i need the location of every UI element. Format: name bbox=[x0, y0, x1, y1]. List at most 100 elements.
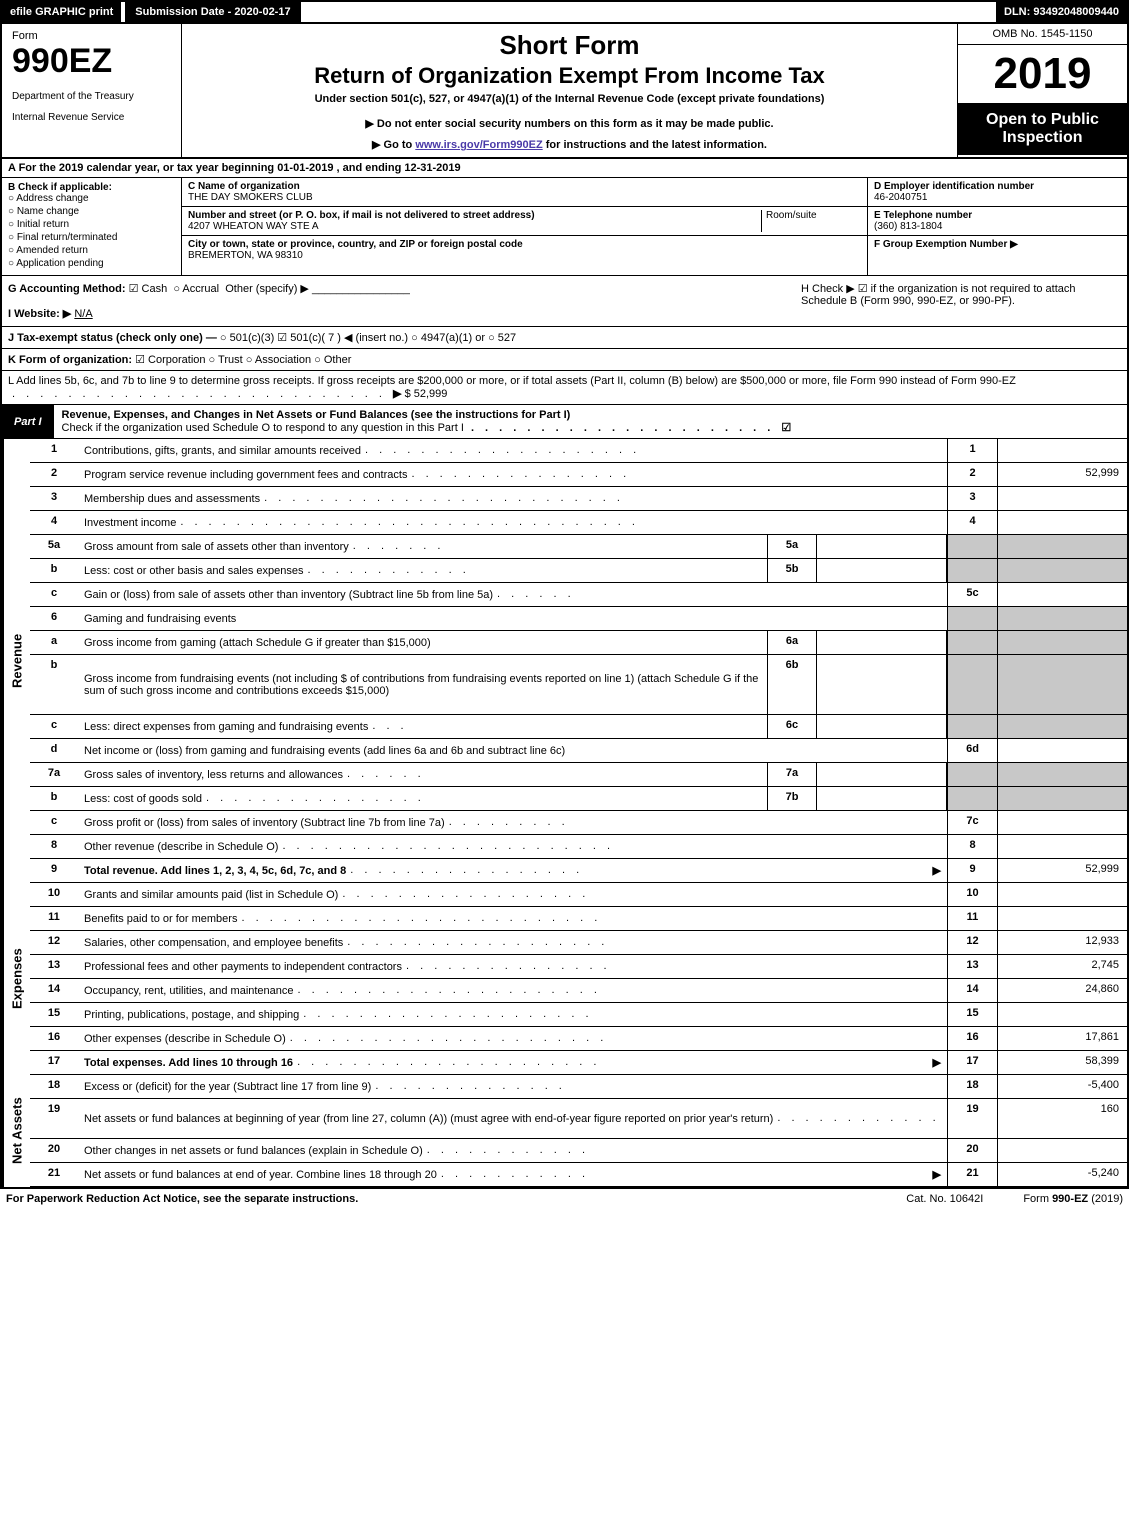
other-specify[interactable]: Other (specify) ▶ bbox=[225, 283, 309, 295]
line-21-num: 21 bbox=[30, 1163, 78, 1186]
chk-accrual[interactable]: ○ Accrual bbox=[173, 283, 219, 295]
title-column: Short Form Return of Organization Exempt… bbox=[182, 24, 957, 157]
footer-paperwork: For Paperwork Reduction Act Notice, see … bbox=[6, 1193, 358, 1205]
line-6b-desc: Gross income from fundraising events (no… bbox=[84, 673, 761, 697]
line-13-val: 2,745 bbox=[997, 955, 1127, 978]
line-15-desc: Printing, publications, postage, and shi… bbox=[84, 1009, 299, 1021]
line-5a-sb: 5a bbox=[767, 535, 817, 558]
line-12-val: 12,933 bbox=[997, 931, 1127, 954]
line-6a-desc: Gross income from gaming (attach Schedul… bbox=[84, 637, 431, 649]
part1-check[interactable]: ☑ bbox=[781, 422, 791, 434]
row-k: K Form of organization: ☑ Corporation ○ … bbox=[2, 349, 1127, 371]
line-13-desc: Professional fees and other payments to … bbox=[84, 961, 402, 973]
irs-link[interactable]: www.irs.gov/Form990EZ bbox=[415, 139, 542, 151]
irs-label: Internal Revenue Service bbox=[12, 112, 171, 123]
line-12-rn: 12 bbox=[947, 931, 997, 954]
box-h: H Check ▶ ☑ if the organization is not r… bbox=[801, 282, 1121, 320]
line-19-rn: 19 bbox=[947, 1099, 997, 1138]
line-12-num: 12 bbox=[30, 931, 78, 954]
line-6d-num: d bbox=[30, 739, 78, 762]
info-block: B Check if applicable: ○ Address change … bbox=[2, 178, 1127, 276]
line-18-val: -5,400 bbox=[997, 1075, 1127, 1098]
room-suite: Room/suite bbox=[761, 210, 861, 232]
line-16-desc: Other expenses (describe in Schedule O) bbox=[84, 1033, 286, 1045]
row-l-amount: $ 52,999 bbox=[405, 388, 448, 400]
line-16-rn: 16 bbox=[947, 1027, 997, 1050]
line-6b-sb: 6b bbox=[767, 655, 817, 714]
org-name-label: C Name of organization bbox=[188, 181, 861, 192]
line-5a-num: 5a bbox=[30, 535, 78, 558]
chk-cash[interactable]: ☑ Cash bbox=[129, 283, 168, 295]
box-e: E Telephone number (360) 813-1804 bbox=[868, 207, 1127, 236]
line-17-arrow: ▶ bbox=[933, 1056, 941, 1069]
row-gh: G Accounting Method: ☑ Cash ○ Accrual Ot… bbox=[2, 276, 1127, 327]
line-9-rn: 9 bbox=[947, 859, 997, 882]
year-column: OMB No. 1545-1150 2019 Open to Public In… bbox=[957, 24, 1127, 157]
line-7b-num: b bbox=[30, 787, 78, 810]
row-j: J Tax-exempt status (check only one) — ○… bbox=[2, 327, 1127, 349]
line-6b-num: b bbox=[30, 655, 78, 714]
line-7a-num: 7a bbox=[30, 763, 78, 786]
line-11-rn: 11 bbox=[947, 907, 997, 930]
ein-label: D Employer identification number bbox=[874, 181, 1121, 192]
line-7c-val bbox=[997, 811, 1127, 834]
line-6d-val bbox=[997, 739, 1127, 762]
form-header: Form 990EZ Department of the Treasury In… bbox=[2, 24, 1127, 159]
line-9-num: 9 bbox=[30, 859, 78, 882]
line-5b-num: b bbox=[30, 559, 78, 582]
chk-application-pending[interactable]: ○ Application pending bbox=[8, 258, 175, 269]
chk-final-return[interactable]: ○ Final return/terminated bbox=[8, 232, 175, 243]
footer-form: Form 990-EZ (2019) bbox=[1023, 1193, 1123, 1205]
chk-address-change[interactable]: ○ Address change bbox=[8, 193, 175, 204]
box-b: B Check if applicable: ○ Address change … bbox=[2, 178, 182, 275]
line-9-desc: Total revenue. Add lines 1, 2, 3, 4, 5c,… bbox=[84, 865, 346, 877]
under-section: Under section 501(c), 527, or 4947(a)(1)… bbox=[192, 93, 947, 105]
line-21-rn: 21 bbox=[947, 1163, 997, 1186]
line-21-desc: Net assets or fund balances at end of ye… bbox=[84, 1169, 437, 1181]
line-6a-num: a bbox=[30, 631, 78, 654]
line-19-num: 19 bbox=[30, 1099, 78, 1138]
open-public-inspection: Open to Public Inspection bbox=[958, 103, 1127, 155]
line-18-desc: Excess or (deficit) for the year (Subtra… bbox=[84, 1081, 371, 1093]
short-form-title: Short Form bbox=[192, 30, 947, 61]
goto-pre: ▶ Go to bbox=[372, 139, 415, 151]
ein-value: 46-2040751 bbox=[874, 192, 1121, 203]
line-7a-desc: Gross sales of inventory, less returns a… bbox=[84, 769, 343, 781]
return-title: Return of Organization Exempt From Incom… bbox=[192, 63, 947, 89]
line-7c-num: c bbox=[30, 811, 78, 834]
line-17-val: 58,399 bbox=[997, 1051, 1127, 1074]
line-20-desc: Other changes in net assets or fund bala… bbox=[84, 1145, 423, 1157]
line-8-rn: 8 bbox=[947, 835, 997, 858]
line-3-rn: 3 bbox=[947, 487, 997, 510]
line-5c-num: c bbox=[30, 583, 78, 606]
line-7b-sb: 7b bbox=[767, 787, 817, 810]
net-assets-side-label: Net Assets bbox=[2, 1075, 30, 1187]
line-13-num: 13 bbox=[30, 955, 78, 978]
line-11-num: 11 bbox=[30, 907, 78, 930]
line-6c-desc: Less: direct expenses from gaming and fu… bbox=[84, 721, 368, 733]
dln-box: DLN: 93492048009440 bbox=[996, 2, 1127, 22]
line-14-num: 14 bbox=[30, 979, 78, 1002]
line-20-val bbox=[997, 1139, 1127, 1162]
line-1-num: 1 bbox=[30, 439, 78, 462]
efile-print-button[interactable]: efile GRAPHIC print bbox=[2, 2, 121, 22]
line-14-val: 24,860 bbox=[997, 979, 1127, 1002]
boxes-def: D Employer identification number 46-2040… bbox=[867, 178, 1127, 275]
line-7b-desc: Less: cost of goods sold bbox=[84, 793, 202, 805]
line-15-num: 15 bbox=[30, 1003, 78, 1026]
line-10-num: 10 bbox=[30, 883, 78, 906]
chk-name-change[interactable]: ○ Name change bbox=[8, 206, 175, 217]
chk-amended-return[interactable]: ○ Amended return bbox=[8, 245, 175, 256]
box-b-title: B Check if applicable: bbox=[8, 182, 175, 193]
row-l-arrow: ▶ bbox=[393, 388, 401, 400]
city-value: BREMERTON, WA 98310 bbox=[188, 250, 861, 261]
line-20-num: 20 bbox=[30, 1139, 78, 1162]
line-6c-sb: 6c bbox=[767, 715, 817, 738]
tax-exempt-opts[interactable]: ○ 501(c)(3) ☑ 501(c)( 7 ) ◀ (insert no.)… bbox=[220, 332, 516, 344]
form-number: 990EZ bbox=[12, 42, 171, 81]
chk-initial-return[interactable]: ○ Initial return bbox=[8, 219, 175, 230]
part1-sub: Check if the organization used Schedule … bbox=[62, 422, 464, 434]
form-org-opts[interactable]: ☑ Corporation ○ Trust ○ Association ○ Ot… bbox=[135, 354, 351, 366]
ssn-notice: ▶ Do not enter social security numbers o… bbox=[192, 117, 947, 130]
line-8-val bbox=[997, 835, 1127, 858]
